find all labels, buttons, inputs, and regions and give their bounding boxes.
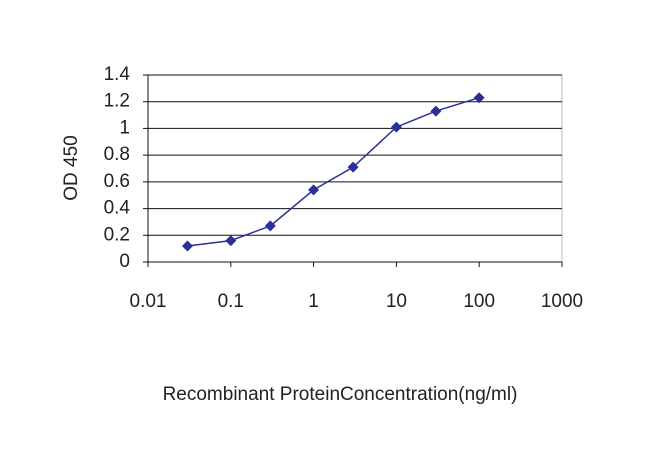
x-tick-label: 1000 [541, 291, 583, 312]
data-line [187, 96, 480, 247]
x-axis-label: Recombinant ProteinConcentration(ng/ml) [163, 384, 518, 405]
y-tick-label: 0.2 [104, 224, 130, 245]
y-tick-label: 0 [119, 251, 130, 272]
y-tick-label: 0.8 [104, 144, 130, 165]
y-tick-label: 0.4 [104, 198, 131, 219]
x-tick-label: 0.01 [130, 291, 167, 312]
data-point [430, 105, 442, 117]
data-point [390, 121, 402, 133]
y-tick-label: 1.2 [104, 91, 130, 112]
y-tick-label: 1.4 [104, 64, 131, 85]
data-point [225, 235, 237, 247]
x-tick-label: 1 [308, 291, 319, 312]
data-point [473, 92, 485, 104]
y-tick-label: 1 [119, 117, 130, 138]
data-point [182, 240, 194, 252]
y-tick-label: 0.6 [104, 171, 130, 192]
data-point [308, 184, 320, 196]
x-tick-label: 10 [386, 291, 407, 312]
y-axis-label: OD 450 [61, 135, 82, 200]
x-tick-label: 0.1 [218, 291, 244, 312]
data-point [264, 220, 276, 232]
data-point [347, 161, 359, 173]
x-tick-label: 100 [463, 291, 495, 312]
